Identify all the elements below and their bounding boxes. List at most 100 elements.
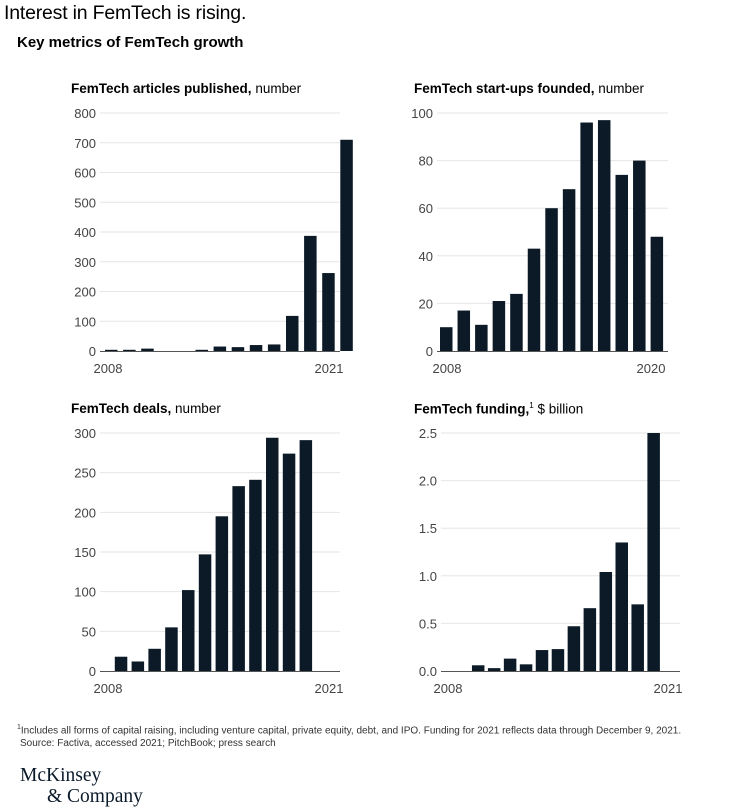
bar-2017	[249, 479, 262, 671]
y-tick-label: 40	[419, 249, 433, 264]
chart-deals: 0 50 100 150 200 250 300 2008 2021	[74, 426, 343, 696]
y-tick-label: 500	[74, 195, 96, 210]
y-tick-label: 1.5	[419, 521, 437, 536]
y-tick-label: 700	[74, 136, 96, 151]
x-tick-label: 2021	[315, 361, 344, 376]
footnote-line-1: 1Includes all forms of capital raising, …	[17, 724, 682, 737]
bar-2020	[650, 236, 664, 351]
x-tick-label: 2020	[637, 361, 666, 376]
bar-2010	[475, 324, 488, 351]
bar-2015	[567, 626, 581, 671]
mckinsey-logo: McKinsey & Company	[20, 765, 143, 807]
bar-2009	[457, 310, 471, 351]
y-tick-label: 600	[74, 166, 96, 181]
bar-2013	[535, 650, 549, 671]
bar-2015	[231, 347, 245, 351]
chart-articles-published: 0 100 200 300 400 500 600 700 800 2008 2021	[74, 106, 353, 376]
panel-title-funding: FemTech funding,1 $ billion	[414, 401, 584, 417]
bar-2010	[131, 661, 145, 671]
bar-2018	[615, 174, 628, 351]
panel-title-articles: FemTech articles published, number	[71, 81, 302, 96]
y-tick-label: 0	[89, 664, 96, 679]
bar-2009	[114, 656, 128, 671]
bar-2017	[267, 344, 281, 351]
bar-2009	[123, 349, 136, 351]
y-tick-label: 0.5	[419, 616, 437, 631]
bar-2016	[580, 122, 593, 352]
x-tick-label: 2021	[654, 681, 683, 696]
bar-2014	[551, 649, 565, 671]
bar-2012	[510, 293, 523, 351]
bar-2010	[141, 348, 154, 351]
y-tick-label: 300	[74, 255, 96, 270]
bar-2016	[232, 486, 245, 671]
bar-2014	[213, 346, 227, 351]
y-tick-label: 50	[82, 624, 96, 639]
bar-2020	[299, 440, 313, 671]
chart-funding: 0.0 0.5 1.0 1.5 2.0 2.5 2008 2021	[419, 426, 683, 696]
bar-2018	[615, 542, 628, 671]
bar-2008	[440, 327, 453, 351]
y-tick-label: 200	[74, 505, 96, 520]
y-tick-label: 100	[74, 585, 96, 600]
bar-2011	[148, 648, 161, 671]
footnote-source: Source: Factiva, accessed 2021; PitchBoo…	[20, 738, 276, 750]
y-tick-label: 2.0	[419, 474, 437, 489]
y-tick-label: 2.5	[419, 426, 437, 441]
bar-2018	[266, 437, 279, 671]
y-tick-label: 200	[74, 285, 96, 300]
y-tick-label: 0	[426, 344, 433, 359]
bar-2017	[597, 120, 611, 351]
y-tick-label: 0.0	[419, 664, 437, 679]
bar-2019	[631, 604, 644, 671]
bar-2019	[304, 235, 317, 351]
y-tick-label: 0	[89, 344, 96, 359]
page-title: Interest in FemTech is rising.	[4, 2, 247, 24]
x-tick-label: 2021	[315, 681, 344, 696]
bar-2012	[165, 627, 178, 671]
bar-2011	[503, 658, 517, 671]
bar-2009	[471, 665, 485, 671]
bar-2012	[519, 664, 533, 671]
x-tick-label: 2008	[94, 361, 123, 376]
x-tick-label: 2008	[433, 361, 462, 376]
y-tick-label: 60	[419, 201, 433, 216]
y-tick-label: 100	[74, 314, 96, 329]
y-tick-label: 150	[74, 545, 96, 560]
y-tick-label: 300	[74, 426, 96, 441]
bar-2020	[322, 273, 335, 351]
bar-2019	[282, 453, 296, 671]
bar-2015	[215, 516, 229, 671]
page-subtitle: Key metrics of FemTech growth	[17, 34, 244, 51]
footnote: 1Includes all forms of capital raising, …	[17, 721, 681, 750]
y-tick-label: 800	[74, 106, 96, 121]
bar-2020	[647, 433, 660, 671]
bar-2017	[599, 571, 613, 671]
bar-2010	[487, 668, 501, 671]
y-tick-label: 1.0	[419, 569, 437, 584]
y-tick-label: 20	[419, 296, 433, 311]
bar-2021	[340, 139, 353, 351]
panel-title-deals: FemTech deals, number	[71, 401, 221, 416]
bar-2016	[249, 345, 263, 351]
chart-startups-founded: 0 20 40 60 80 100 2008 2020	[411, 106, 668, 376]
bar-2014	[198, 554, 212, 671]
bar-2008	[105, 349, 118, 351]
x-tick-label: 2008	[94, 681, 123, 696]
bar-2018	[286, 315, 299, 351]
bar-2019	[633, 160, 646, 351]
bar-2013	[182, 590, 195, 671]
y-tick-label: 100	[411, 106, 433, 121]
bar-2013	[527, 248, 541, 351]
panel-title-startups: FemTech start-ups founded, number	[414, 81, 645, 96]
bar-2015	[562, 189, 576, 351]
bar-2016	[583, 608, 597, 671]
bar-2014	[545, 208, 558, 351]
y-tick-label: 80	[419, 154, 433, 169]
y-tick-label: 250	[74, 466, 96, 481]
bar-2011	[492, 301, 506, 351]
bar-2013	[195, 349, 208, 351]
x-tick-label: 2008	[434, 681, 463, 696]
y-tick-label: 400	[74, 225, 96, 240]
